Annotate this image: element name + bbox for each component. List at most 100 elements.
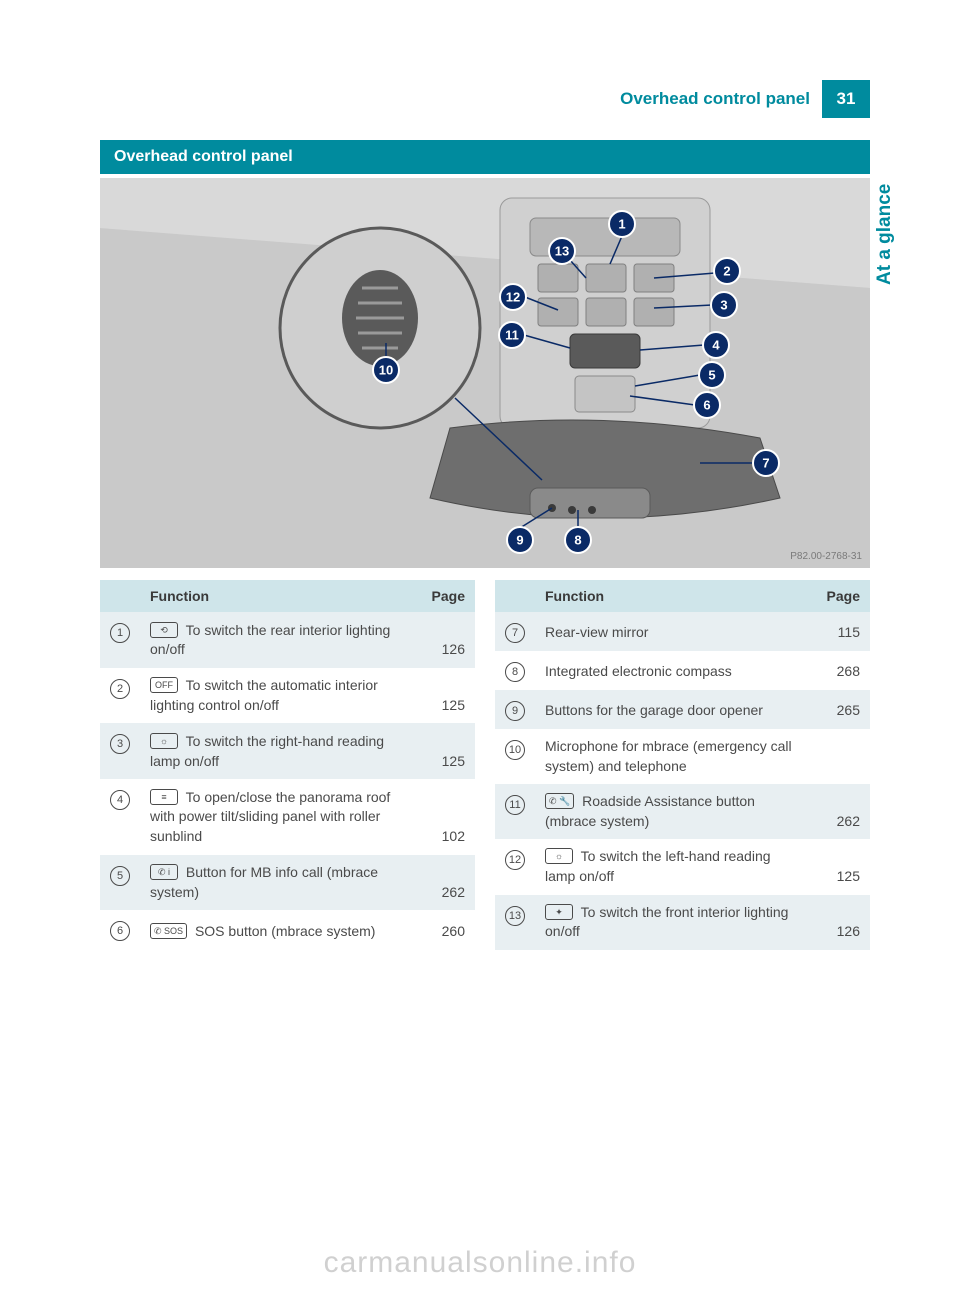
button-icon: ✆ 🔧 [545,793,574,809]
header-bar: Overhead control panel 31 [0,80,870,118]
callout-7: 7 [753,450,779,476]
button-icon: ✦ [545,904,573,920]
row-function: ☼ To switch the left-hand reading lamp o… [535,839,810,894]
svg-text:6: 6 [703,398,710,413]
row-page: 102 [415,779,475,855]
row-id: 3 [100,723,140,779]
overhead-panel-figure: 1 2 3 4 5 6 7 8 9 10 11 12 13 P82.00-276… [100,178,870,568]
figure-svg: 1 2 3 4 5 6 7 8 9 10 11 12 13 [100,178,870,568]
row-page: 115 [810,612,870,651]
svg-text:9: 9 [516,533,523,548]
figure-code: P82.00-2768-31 [790,551,862,562]
callout-4: 4 [703,332,729,358]
manual-page: Overhead control panel 31 Overhead contr… [0,0,960,1302]
table-row: 12☼ To switch the left-hand reading lamp… [495,839,870,894]
col-page: Page [810,580,870,612]
table-row: 3☼ To switch the right-hand reading lamp… [100,723,475,779]
table-row: 7 Rear-view mirror115 [495,612,870,651]
callout-10: 10 [373,357,399,383]
function-table-left: Function Page 1⟲ To switch the rear inte… [100,580,475,950]
page-number: 31 [822,80,870,118]
row-function: Buttons for the garage door opener [535,690,810,729]
col-id [100,580,140,612]
row-page: 260 [415,910,475,949]
callout-6: 6 [694,392,720,418]
callout-8: 8 [565,527,591,553]
section-title: Overhead control panel [100,140,870,174]
svg-text:4: 4 [712,338,720,353]
callout-2: 2 [714,258,740,284]
table-row: 2OFF To switch the automatic interior li… [100,668,475,724]
row-function: OFF To switch the automatic interior lig… [140,668,415,724]
svg-text:2: 2 [723,264,730,279]
callout-1: 1 [609,211,635,237]
svg-text:12: 12 [506,290,520,305]
row-id: 12 [495,839,535,894]
col-function: Function [140,580,415,612]
table-row: 1⟲ To switch the rear interior lighting … [100,612,475,668]
row-function: ✦ To switch the front interior lighting … [535,895,810,950]
button-icon: ☼ [150,733,178,749]
row-function: ✆ SOS SOS button (mbrace system) [140,910,415,949]
callout-13: 13 [549,238,575,264]
callout-3: 3 [711,292,737,318]
button-icon: ✆ i [150,864,178,880]
row-id: 13 [495,895,535,950]
table-row: 5✆ i Button for MB info call (mbrace sys… [100,855,475,911]
callout-12: 12 [500,284,526,310]
row-page: 265 [810,690,870,729]
function-table-right: Function Page 7 Rear-view mirror1158 Int… [495,580,870,950]
table-row: 13✦ To switch the front interior lightin… [495,895,870,950]
row-id: 10 [495,729,535,784]
svg-text:11: 11 [505,328,519,343]
row-page: 126 [810,895,870,950]
row-function: ✆ 🔧 Roadside Assistance button (mbrace s… [535,784,810,839]
row-page: 262 [415,855,475,911]
svg-text:13: 13 [555,244,569,259]
table-row: 4≡ To open/close the panorama roof with … [100,779,475,855]
row-id: 5 [100,855,140,911]
row-function: Integrated electronic compass [535,651,810,690]
table-row: 9 Buttons for the garage door opener265 [495,690,870,729]
row-page: 262 [810,784,870,839]
svg-text:10: 10 [379,363,393,378]
row-function: ☼ To switch the right-hand reading lamp … [140,723,415,779]
col-page: Page [415,580,475,612]
button-icon: OFF [150,677,178,693]
row-page: 126 [415,612,475,668]
button-icon: ☼ [545,848,573,864]
svg-text:1: 1 [618,217,625,232]
function-tables: Function Page 1⟲ To switch the rear inte… [100,580,870,950]
svg-text:5: 5 [708,368,715,383]
row-page: 125 [415,723,475,779]
row-id: 1 [100,612,140,668]
watermark: carmanualsonline.info [0,1246,960,1280]
row-function: Rear-view mirror [535,612,810,651]
row-page: 268 [810,651,870,690]
row-id: 6 [100,910,140,949]
row-id: 7 [495,612,535,651]
button-icon: ≡ [150,789,178,805]
side-tab: At a glance [870,178,900,378]
table-row: 6✆ SOS SOS button (mbrace system)260 [100,910,475,949]
header-title: Overhead control panel [620,89,822,109]
table-row: 11✆ 🔧 Roadside Assistance button (mbrace… [495,784,870,839]
row-function: ⟲ To switch the rear interior lighting o… [140,612,415,668]
row-id: 4 [100,779,140,855]
row-id: 11 [495,784,535,839]
table-row: 10 Microphone for mbrace (emergency call… [495,729,870,784]
col-id [495,580,535,612]
svg-text:7: 7 [762,456,769,471]
row-function: ✆ i Button for MB info call (mbrace syst… [140,855,415,911]
table-row: 8 Integrated electronic compass268 [495,651,870,690]
row-id: 2 [100,668,140,724]
row-function: Microphone for mbrace (emergency call sy… [535,729,810,784]
svg-text:3: 3 [720,298,727,313]
row-page: 125 [415,668,475,724]
row-id: 9 [495,690,535,729]
callout-9: 9 [507,527,533,553]
button-icon: ⟲ [150,622,178,638]
row-page: 125 [810,839,870,894]
svg-text:8: 8 [574,533,581,548]
row-function: ≡ To open/close the panorama roof with p… [140,779,415,855]
